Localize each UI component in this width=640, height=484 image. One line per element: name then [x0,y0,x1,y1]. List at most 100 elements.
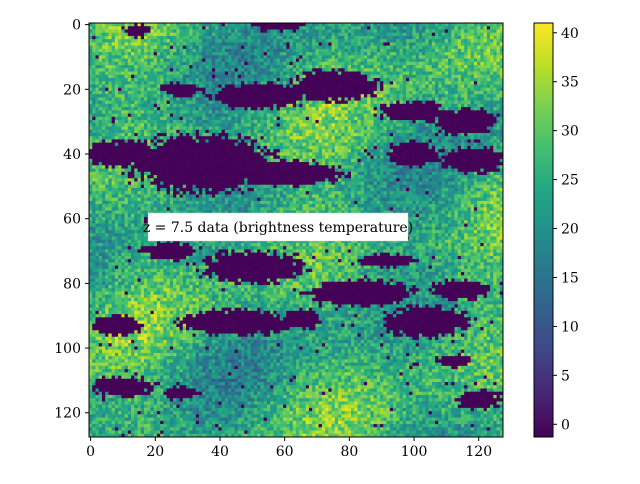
heatmap-cell [276,103,281,108]
heatmap-cell [234,103,239,108]
heatmap-cell [315,42,320,47]
heatmap-cell [244,145,248,150]
heatmap-cell [312,32,316,37]
heatmap-cell [367,58,371,63]
heatmap-cell [477,97,481,102]
heatmap-cell [189,23,193,27]
heatmap-cell [360,81,365,85]
heatmap-cell [376,120,381,124]
heatmap-cell [257,110,261,114]
heatmap-cell [496,84,501,89]
heatmap-cell [480,35,484,40]
heatmap-cell [483,87,488,92]
heatmap-cell [266,42,271,47]
heatmap-cell [244,74,248,79]
heatmap-cell [425,139,430,144]
heatmap-cell [283,35,287,40]
heatmap-cell [486,35,491,40]
heatmap-cell [247,45,252,50]
heatmap-cell [299,32,303,37]
heatmap-cell [490,100,494,105]
heatmap-cell [228,136,232,140]
heatmap-cell [399,129,404,134]
heatmap-cell [124,77,129,82]
heatmap-cell [344,55,349,59]
heatmap-cell [486,100,491,105]
heatmap-cell [156,77,161,82]
heatmap-cell [428,65,433,69]
heatmap-cell [477,29,481,34]
heatmap-cell [92,74,96,79]
heatmap-cell [118,87,122,92]
heatmap-cell [202,71,206,76]
heatmap-cell [234,123,239,127]
heatmap-cell [289,90,294,95]
heatmap-cell [460,84,465,89]
heatmap-cell [367,107,371,111]
heatmap-cell [296,100,300,105]
heatmap-cell [396,113,400,118]
heatmap-cell [253,100,258,105]
heatmap-cell [150,145,155,150]
heatmap-cell [380,142,384,147]
heatmap-cell [202,97,206,102]
heatmap-cell [470,48,475,53]
heatmap-cell [477,61,481,66]
heatmap-cell [208,68,213,72]
heatmap-cell [137,94,142,98]
heatmap-cell [496,45,501,50]
heatmap-cell [493,23,497,27]
heatmap-cell [409,126,413,131]
heatmap-cell [169,32,174,37]
heatmap-cell [499,84,504,89]
heatmap-cell [266,77,271,82]
heatmap-cell [231,81,235,85]
heatmap-cell [499,61,504,66]
heatmap-cell [189,74,193,79]
heatmap-cell [341,139,345,144]
heatmap-cell [315,68,320,72]
heatmap-cell [438,113,442,118]
heatmap-cell [354,55,358,59]
heatmap-cell [286,58,290,63]
heatmap-cell [95,65,100,69]
heatmap-cell [448,126,452,131]
heatmap-cell [95,45,100,50]
heatmap-cell [341,90,345,95]
heatmap-cell [418,100,423,105]
heatmap-cell [127,126,132,131]
heatmap-cell [296,45,300,50]
heatmap-cell [457,142,462,147]
heatmap-cell [140,123,145,127]
heatmap-cell [266,132,271,137]
heatmap-cell [211,87,216,92]
heatmap-cell [205,23,210,27]
heatmap-cell [354,90,358,95]
heatmap-cell [454,74,459,79]
heatmap-cell [147,52,151,56]
heatmap-cell [211,52,216,56]
heatmap-cell [173,110,177,114]
heatmap-cell [480,103,484,108]
heatmap-cell [367,110,371,114]
heatmap-cell [438,71,442,76]
heatmap-cell [250,110,255,114]
heatmap-cell [496,65,501,69]
heatmap-cell [425,65,430,69]
heatmap-cell [95,48,100,53]
heatmap-cell [325,107,329,111]
heatmap-cell [202,58,206,63]
heatmap-cell [480,120,484,124]
heatmap-cell [283,87,287,92]
heatmap-cell [169,129,174,134]
heatmap-cell [393,97,397,102]
heatmap-cell [95,110,100,114]
heatmap-cell [147,107,151,111]
heatmap-cell [114,74,119,79]
heatmap-cell [454,58,459,63]
heatmap-cell [208,94,213,98]
heatmap-cell [373,145,378,150]
heatmap-cell [228,58,232,63]
heatmap-cell [473,110,478,114]
heatmap-cell [464,132,468,137]
